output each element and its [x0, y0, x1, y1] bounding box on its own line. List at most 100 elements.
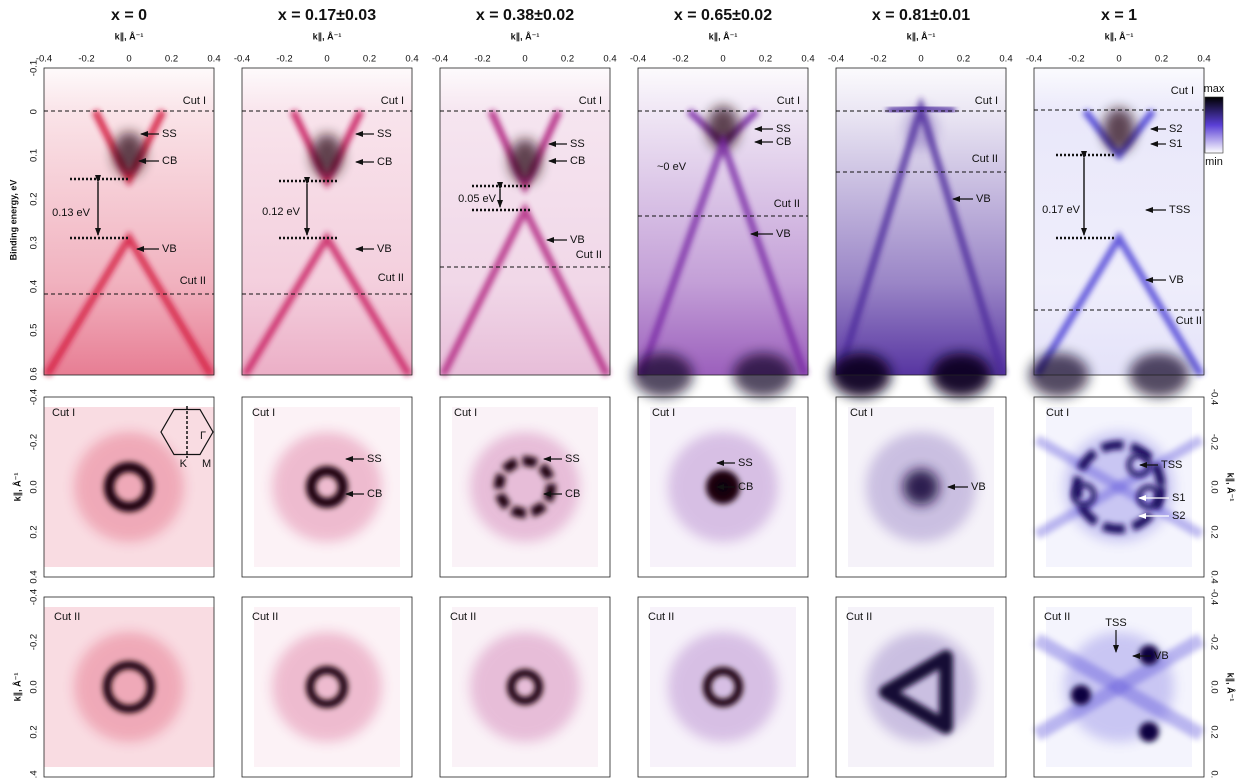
annotation: Cut I: [579, 95, 602, 107]
map-tick-label: 0.4: [29, 770, 40, 778]
annotation: ~0 eV: [657, 161, 687, 173]
k-tick-label: -0.2: [78, 54, 94, 65]
k-tick-label: -0.4: [432, 54, 448, 65]
annotation: CB: [570, 155, 585, 167]
annotation: Cut I: [777, 95, 800, 107]
colorbar-min: min: [1205, 156, 1223, 168]
band-top: [1103, 108, 1135, 152]
column-title: x = 0.38±0.02: [476, 7, 574, 24]
page: { "k_axis_label": "k∥, Å⁻¹", "k_ticks": …: [0, 0, 1255, 778]
figure: max min Binding energy, eV x = 0k∥, Å⁻¹-…: [0, 0, 1255, 778]
column-title: x = 0.65±0.02: [674, 7, 772, 24]
annotation: SS: [570, 138, 585, 150]
map-panel: [638, 597, 808, 777]
annotation: VB: [776, 228, 791, 240]
dispersion-panel: [440, 68, 610, 375]
panel-background: [44, 68, 214, 375]
map-panel: [242, 397, 412, 577]
map-tick-label: -0.4: [29, 389, 40, 405]
k-tick-label: 0.2: [165, 54, 178, 65]
map-panel: [44, 397, 214, 577]
annotation: K: [180, 458, 188, 470]
annotation: Cut I: [1171, 85, 1194, 97]
annotation: Cut I: [381, 95, 404, 107]
annotation: SS: [565, 453, 580, 465]
panel-background: [242, 68, 412, 375]
k-tick-label: -0.4: [234, 54, 250, 65]
k-tick-label: 0: [1116, 54, 1121, 65]
energy-tick-label: 0.5: [29, 324, 40, 337]
column-title: x = 0.17±0.03: [278, 7, 376, 24]
map-panel: [1034, 392, 1204, 582]
annotation: Cut II: [1044, 611, 1070, 623]
annotation: CB: [738, 481, 753, 493]
map-pocket: [1071, 685, 1091, 705]
annotation: Cut II: [972, 153, 998, 165]
map-tick-label: 0.0: [1208, 480, 1219, 493]
annotation: VB: [1154, 650, 1169, 662]
energy-tick-label: -0.1: [29, 60, 40, 76]
map-tick-label: 0.2: [1208, 725, 1219, 738]
map-tick-label: 0.0: [29, 480, 40, 493]
map-tick-label: 0.0: [29, 680, 40, 693]
annotation: Cut II: [180, 275, 206, 287]
colorbar-max: max: [1204, 83, 1225, 95]
annotation: Cut II: [252, 611, 278, 623]
annotation: CB: [377, 156, 392, 168]
map-glow: [470, 432, 580, 542]
k-tick-label: -0.4: [828, 54, 844, 65]
energy-axis-label: Binding energy, eV: [8, 180, 18, 261]
annotation: VB: [570, 234, 585, 246]
annotation: Cut II: [1176, 315, 1202, 327]
column-title: x = 0.81±0.01: [872, 7, 970, 24]
k-tick-label: 0.2: [363, 54, 376, 65]
k-tick-label: 0.4: [999, 54, 1012, 65]
map-tick-label: -0.2: [29, 634, 40, 650]
annotation: TSS: [1105, 617, 1126, 629]
annotation: S1: [1172, 492, 1185, 504]
annotation: SS: [738, 457, 753, 469]
k-tick-label: -0.2: [870, 54, 886, 65]
map-glow: [272, 432, 382, 542]
annotation: CB: [367, 488, 382, 500]
annotation: CB: [162, 155, 177, 167]
k-tick-label: 0.2: [759, 54, 772, 65]
k-tick-label: 0.4: [1197, 54, 1210, 65]
map-panel: [440, 597, 610, 777]
map-tick-label: -0.4: [1208, 589, 1219, 605]
map-tick-label: -0.2: [1208, 634, 1219, 650]
map-tick-label: -0.4: [29, 589, 40, 605]
annotation: VB: [976, 193, 991, 205]
map-axis-label: k∥, Å⁻¹: [12, 673, 22, 702]
annotation: SS: [367, 453, 382, 465]
annotation: Cut II: [846, 611, 872, 623]
annotation: Cut I: [975, 95, 998, 107]
k-tick-label: -0.2: [276, 54, 292, 65]
map-tick-label: 0.0: [1208, 680, 1219, 693]
annotation: 0.05 eV: [458, 193, 497, 205]
k-tick-label: -0.2: [474, 54, 490, 65]
annotation: Cut I: [652, 407, 675, 419]
map-glow: [470, 632, 580, 742]
k-axis-label: k∥, Å⁻¹: [709, 31, 738, 41]
map-axis-label: k∥, Å⁻¹: [1226, 673, 1236, 702]
energy-tick-label: 0.4: [29, 280, 40, 293]
annotation: VB: [1169, 274, 1184, 286]
annotation: SS: [377, 128, 392, 140]
annotation: SS: [776, 123, 791, 135]
k-tick-label: 0: [522, 54, 527, 65]
k-axis-label: k∥, Å⁻¹: [907, 31, 936, 41]
k-axis-label: k∥, Å⁻¹: [1105, 31, 1134, 41]
annotation: S1: [1169, 138, 1182, 150]
map-panel: [44, 597, 214, 777]
annotation: 0.17 eV: [1042, 204, 1081, 216]
annotation: Cut I: [183, 95, 206, 107]
map-tick-label: 0.2: [29, 525, 40, 538]
k-tick-label: 0: [324, 54, 329, 65]
k-tick-label: 0.2: [957, 54, 970, 65]
map-axis-label: k∥, Å⁻¹: [12, 473, 22, 502]
map-glow: [668, 632, 778, 742]
map-glow: [272, 632, 382, 742]
annotation: 0.13 eV: [52, 207, 91, 219]
map-glow: [74, 432, 184, 542]
